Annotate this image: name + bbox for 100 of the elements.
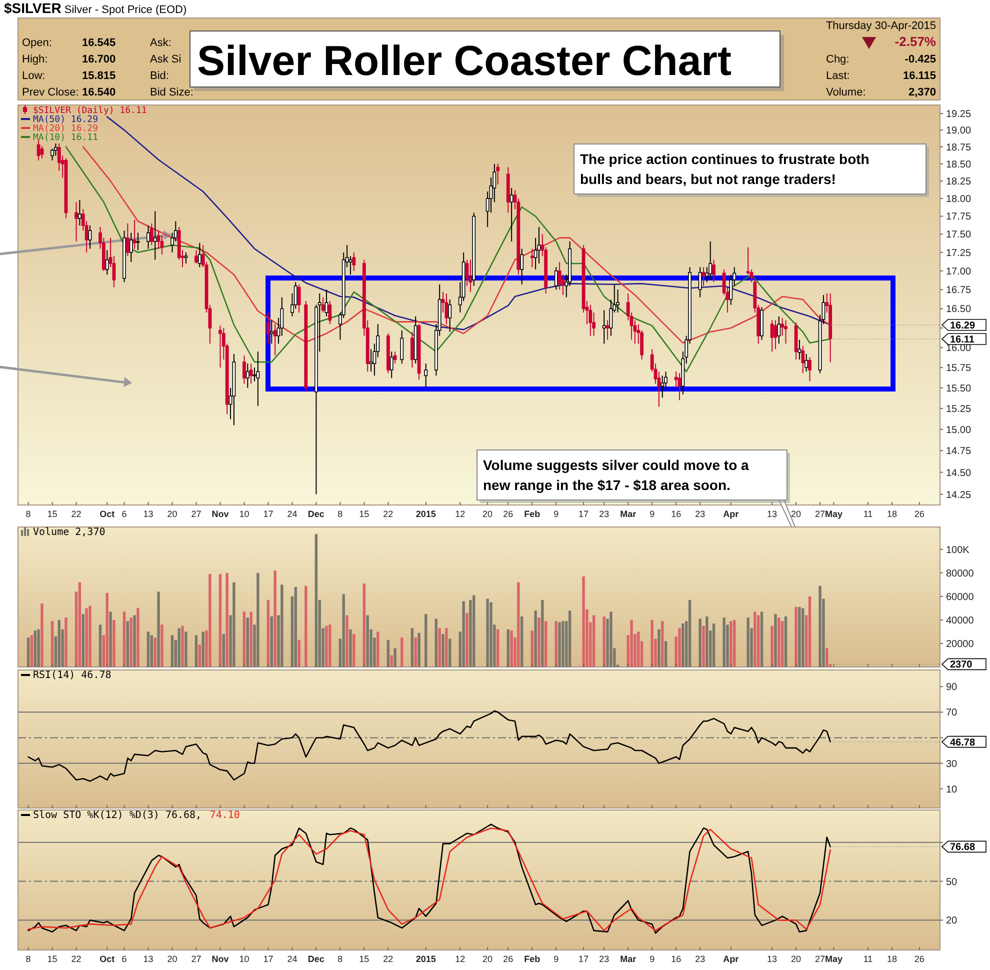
candlestick (242, 355, 246, 384)
y-tick-label: 100K (946, 544, 970, 556)
bar (184, 632, 188, 667)
x-tick-label: 20 (167, 954, 178, 964)
bar (394, 648, 396, 667)
text: 15.815 (82, 70, 116, 82)
bar (160, 624, 164, 667)
bar (304, 586, 308, 667)
y-tick-label: 30 (946, 758, 958, 770)
candlestick (400, 330, 404, 364)
legend-label: Volume 2,370 (33, 527, 106, 538)
x-tick-label: Dec (308, 509, 324, 519)
bar (157, 592, 160, 667)
bar (106, 592, 108, 667)
bar (242, 612, 246, 667)
x-tick-label: 22 (71, 509, 82, 519)
candlestick (448, 299, 452, 332)
candlestick (770, 320, 774, 352)
y-tick-label: 80000 (946, 568, 974, 580)
candlestick (369, 348, 373, 372)
bar (818, 586, 822, 667)
candlestick (136, 232, 140, 251)
bar (434, 618, 438, 667)
bar (170, 635, 174, 667)
bar (544, 621, 548, 667)
text: Bid: (150, 70, 169, 82)
bar (37, 629, 40, 667)
bar (366, 615, 369, 667)
text: 16.115 (902, 70, 936, 82)
x-tick-label: 17 (263, 509, 274, 519)
x-tick-label: 8 (338, 509, 343, 519)
x-tick-label: 9 (650, 954, 655, 964)
x-tick-label: 20 (167, 509, 178, 519)
bar (376, 632, 380, 667)
y-tick-label: 17.00 (946, 266, 972, 278)
annotation: 16.11 (950, 334, 975, 346)
bar (733, 620, 736, 667)
bar (582, 576, 585, 667)
candlestick (153, 210, 157, 260)
bar (698, 618, 702, 667)
bar (181, 626, 184, 667)
candlestick (510, 188, 514, 242)
text: -2.57% (894, 34, 936, 49)
bar (746, 618, 750, 667)
chart-subtitle: $SILVER Silver - Spot Price (EOD) (4, 0, 187, 16)
bar (122, 612, 126, 667)
bar (218, 574, 222, 667)
candlestick (348, 256, 352, 276)
bar (798, 607, 801, 667)
candlestick (798, 339, 802, 360)
x-tick-label: Nov (212, 954, 229, 964)
bar (760, 612, 764, 667)
candlestick (266, 312, 270, 344)
candlestick (218, 325, 222, 368)
text: Open: (22, 37, 52, 49)
bar (688, 600, 692, 667)
x-tick-label: 22 (71, 954, 82, 964)
bar (510, 630, 513, 667)
bar (650, 620, 654, 667)
x-tick-label: 23 (695, 954, 706, 964)
x-tick-label: 9 (554, 954, 559, 964)
candlestick (530, 248, 534, 268)
bar (178, 628, 180, 667)
candlestick (804, 353, 808, 372)
text: Thursday 30-Apr-2015 (826, 20, 936, 32)
bar (298, 640, 300, 667)
x-tick-label: 27 (191, 509, 202, 519)
bar (362, 583, 366, 667)
legend-label: RSI(14) 46.78 (33, 670, 112, 681)
candlestick (328, 300, 332, 325)
bar (778, 618, 780, 667)
x-tick-label: Feb (524, 954, 541, 964)
candlestick (390, 351, 394, 379)
annotation: 76.68 (950, 842, 976, 854)
x-tick-label: 27 (815, 954, 826, 964)
bar (712, 623, 716, 667)
y-tick-label: 16.50 (946, 304, 972, 316)
bar (342, 594, 345, 667)
bar (602, 616, 606, 667)
bar (130, 618, 132, 667)
text: Ask: (150, 37, 172, 49)
x-tick-label: 26 (503, 509, 514, 519)
x-tick-label: 15 (359, 954, 370, 964)
bar (136, 608, 140, 667)
y-tick-label: 40000 (946, 615, 974, 626)
bar (266, 600, 270, 667)
bar (826, 648, 828, 667)
candlestick (270, 320, 274, 344)
y-tick-label: 19.00 (946, 126, 972, 137)
text: Volume: (826, 86, 866, 98)
x-tick-label: 6 (122, 509, 127, 519)
annotation: 2370 (950, 660, 973, 671)
annotation: Volume suggests silver could move to a new range in the $17 - $18 area soon. (483, 457, 750, 493)
x-tick-label: 8 (26, 954, 31, 964)
text: Ask Si (150, 54, 182, 66)
candlestick (352, 252, 356, 272)
candlestick (78, 199, 82, 226)
bar (658, 629, 660, 667)
bar (410, 628, 414, 667)
bar (774, 614, 777, 667)
